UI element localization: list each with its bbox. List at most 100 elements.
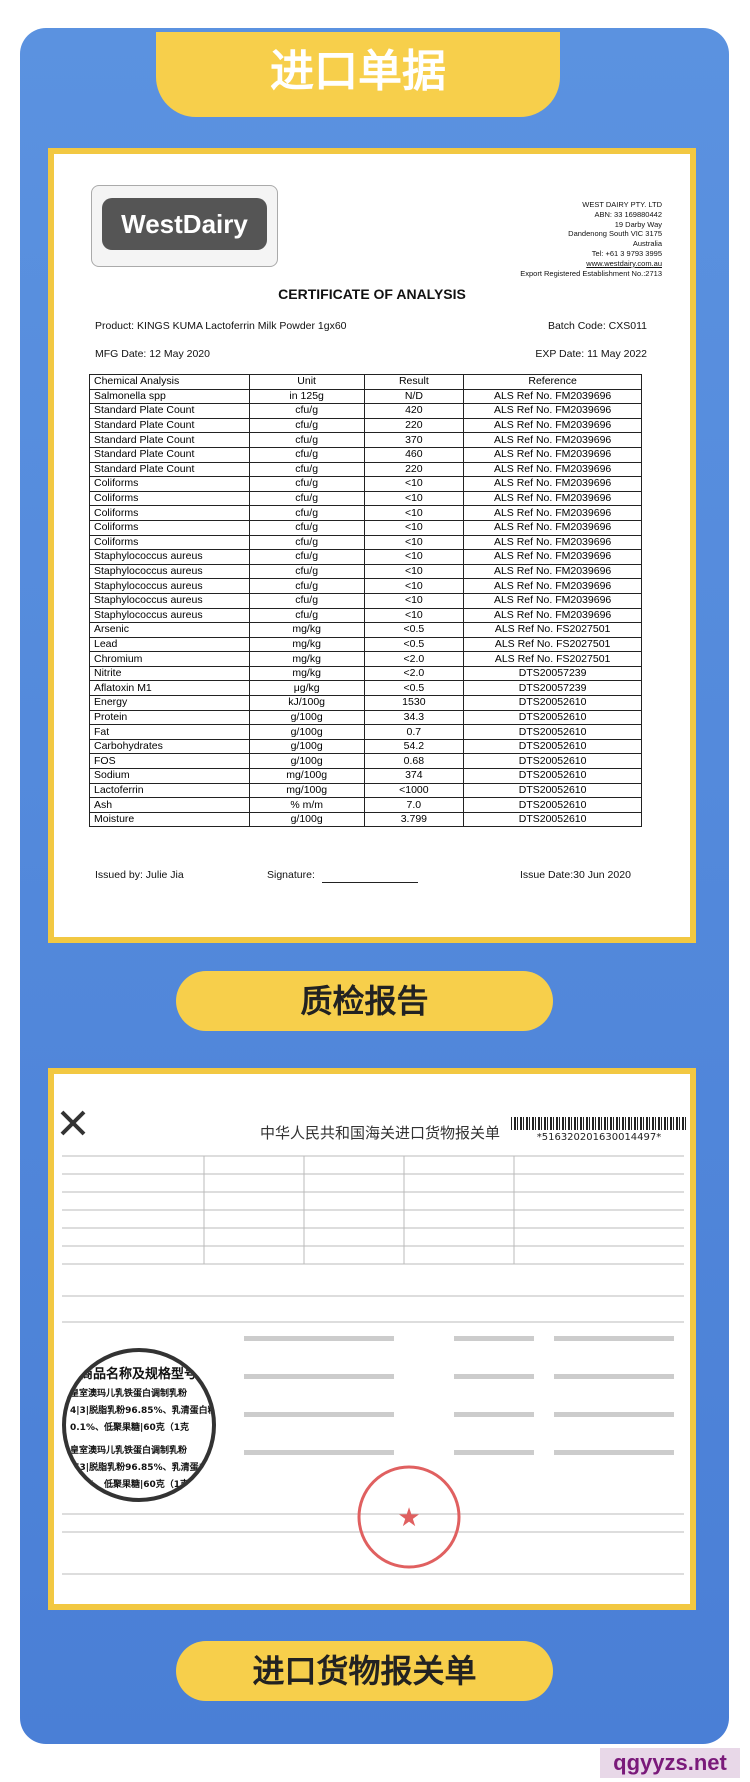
table-row: Coliforms cfu/g <10 ALS Ref No. FM2039696 [89,490,642,507]
magnifier-text: 皇室澳玛儿乳铁蛋白调制乳粉 [70,1446,188,1456]
table-cell: ALS Ref No. FM2039696 [463,388,642,405]
table-cell: 0.68 [363,753,465,770]
product: Product: KINGS KUMA Lactoferrin Milk Pow… [95,320,347,332]
table-cell: Staphylococcus aureus [89,563,250,580]
table-cell: Lead [89,636,250,653]
table-cell: ALS Ref No. FM2039696 [463,446,642,463]
table-cell: <10 [363,549,465,565]
table-cell: DTS20052610 [463,768,642,784]
table-cell: cfu/g [248,578,365,594]
table-cell: ALS Ref No. FS2027501 [463,651,642,667]
magnifier-text: 商品名称及规格型号 [80,1367,198,1382]
table-cell: ALS Ref No. FS2027501 [463,622,642,638]
table-cell: cfu/g [248,563,365,580]
table-cell: 370 [363,432,465,448]
header-cell: Unit [248,374,365,390]
table-cell: Coliforms [89,490,250,507]
customs-title: 中华人民共和国海关进口货物报关单 [259,1124,500,1142]
table-cell: Standard Plate Count [89,432,250,448]
section-label: 质检报告 [176,971,553,1031]
table-cell: N/D [363,388,465,405]
table-cell: DTS20052610 [463,709,642,726]
table-cell: cfu/g [248,490,365,507]
table-cell: DTS20052610 [463,782,642,799]
logo: WestDairy [102,198,267,250]
table-cell: Lactoferrin [89,782,250,799]
table-cell: 1530 [363,695,465,711]
barcode-number: *516320201630014497* [536,1132,662,1143]
table-cell: μg/kg [248,680,365,697]
table-cell: 3.799 [363,811,465,828]
table-cell: 7.0 [363,797,465,813]
table-cell: DTS20052610 [463,738,642,755]
table-cell: <10 [363,578,465,594]
table-cell: cfu/g [248,432,365,448]
header-cell: Result [363,374,465,390]
table-cell: <1000 [363,782,465,799]
table-cell: Chromium [89,651,250,667]
table-cell: ALS Ref No. FS2027501 [463,636,642,653]
table-cell: Carbohydrates [89,738,250,755]
table-row: Lead mg/kg <0.5 ALS Ref No. FS2027501 [89,636,642,653]
table-cell: g/100g [248,709,365,726]
table-cell: mg/kg [248,622,365,638]
table-row: Standard Plate Count cfu/g 220 ALS Ref No. … [89,461,642,478]
table-cell: <10 [363,490,465,507]
table-row: Lactoferrin mg/100g <1000 DTS20052610 [89,782,642,799]
table-cell: <2.0 [363,665,465,682]
table-cell: cfu/g [248,446,365,463]
table-row: Staphylococcus aureus cfu/g <10 ALS Ref No.… [89,563,642,580]
table-row: Aflatoxin M1 μg/kg <0.5 DTS20057239 [89,680,642,697]
table-cell: Standard Plate Count [89,417,250,434]
table-cell: ALS Ref No. FM2039696 [463,607,642,624]
table-cell: cfu/g [248,403,365,419]
table-cell: ALS Ref No. FM2039696 [463,519,642,536]
customs-lines: ★ [60,1110,684,1575]
table-cell: 420 [363,403,465,419]
issued-by: Issued by: Julie Jia [95,869,184,881]
signature: Signature: [267,869,315,881]
company-line: Dandenong South VIC 3175 [568,229,662,239]
cert-title: CERTIFICATE OF ANALYSIS [278,286,466,302]
company-line: www.westdairy.com.au [586,258,662,268]
table-row: FOS g/100g 0.68 DTS20052610 [89,753,642,770]
company-line: WEST DAIRY PTY. LTD [582,200,662,209]
table-cell: ALS Ref No. FM2039696 [463,592,642,609]
table-row: Coliforms cfu/g <10 ALS Ref No. FM2039696 [89,534,642,551]
table-cell: ALS Ref No. FM2039696 [463,417,642,434]
table-row: Staphylococcus aureus cfu/g <10 ALS Ref No.… [89,607,642,624]
company-line: Export Registered Establishment No.:2713 [520,268,662,278]
table-row: Staphylococcus aureus cfu/g <10 ALS Ref No.… [89,592,642,609]
table-cell: <2.0 [363,651,465,667]
table-cell: DTS20057239 [463,665,642,682]
table-row: Moisture g/100g 3.799 DTS20052610 [89,811,642,828]
table-cell: kJ/100g [248,695,365,711]
table-cell: Fat [89,724,250,740]
table-cell: DTS20052610 [463,811,642,828]
table-cell: cfu/g [248,592,365,609]
table-cell: 460 [363,446,465,463]
table-row: Coliforms cfu/g <10 ALS Ref No. FM2039696 [89,505,642,521]
magnifier-text: 4|3|脱脂乳粉96.85%、乳清蛋白粉 [70,1406,216,1416]
table-cell: ALS Ref No. FM2039696 [463,476,642,492]
watermark: qgyyzs.net [600,1748,740,1778]
magnifier-text: 0.1%、低聚果糖|60克（1克 [70,1480,190,1490]
table-cell: ALS Ref No. FM2039696 [463,461,642,478]
table-cell: DTS20052610 [463,797,642,813]
table-cell: Salmonella spp [89,388,250,405]
table-cell: mg/100g [248,768,365,784]
table-cell: mg/kg [248,651,365,667]
table-cell: <10 [363,607,465,624]
table-row: Coliforms cfu/g <10 ALS Ref No. FM2039696 [89,476,642,492]
table-cell: ALS Ref No. FM2039696 [463,505,642,521]
mfg: MFG Date: 12 May 2020 [95,348,210,360]
table-cell: mg/100g [248,782,365,799]
table-cell: ALS Ref No. FM2039696 [463,563,642,580]
table-cell: Standard Plate Count [89,446,250,463]
table-cell: Aflatoxin M1 [89,680,250,697]
table-cell: Ash [89,797,250,813]
table-cell: cfu/g [248,417,365,434]
table-row: Arsenic mg/kg <0.5 ALS Ref No. FS2027501 [89,622,642,638]
table-row: Carbohydrates g/100g 54.2 DTS20052610 [89,738,642,755]
table-cell: cfu/g [248,549,365,565]
